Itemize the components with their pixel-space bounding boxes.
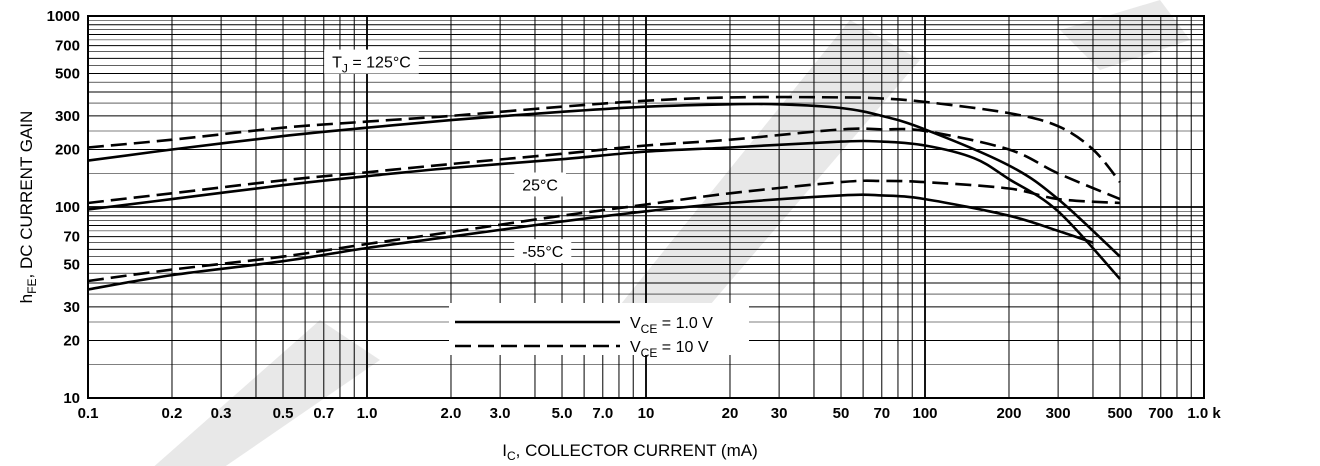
annotations: TJ = 125°C 25°C -55°C (324, 49, 572, 264)
y-tick-label: 300 (55, 108, 80, 125)
legend-label-solid: VCE = 1.0 V (630, 315, 713, 336)
x-tick-label: 1.0 k (1187, 405, 1221, 422)
annotation-tj125: TJ = 125°C (332, 55, 411, 76)
x-tick-label: 100 (912, 405, 937, 422)
x-tick-label: 0.7 (313, 405, 334, 422)
y-axis-title: hFE, DC CURRENT GAIN (17, 111, 39, 304)
y-tick-label: 30 (63, 299, 80, 316)
y-tick-label: 10 (63, 390, 80, 407)
series-line-4 (87, 193, 1094, 291)
x-tick-label: 3.0 (490, 405, 511, 422)
series-line-3 (87, 127, 1121, 205)
x-tick-label: 700 (1148, 405, 1173, 422)
x-tick-label: 200 (996, 405, 1021, 422)
y-tick-label: 20 (63, 333, 80, 350)
x-tick-label: 0.3 (211, 405, 232, 422)
series-line-2 (87, 139, 1121, 280)
x-tick-labels: 0.1 0.2 0.3 0.5 0.7 1.0 2.0 3.0 5.0 7.0 10 20 30 50 70… (78, 405, 1222, 422)
x-tick-label: 30 (771, 405, 788, 422)
x-tick-label: 7.0 (592, 405, 613, 422)
y-tick-label: 700 (55, 38, 80, 55)
annotation-t25: 25°C (522, 177, 558, 194)
y-tick-labels: 10 20 30 50 70 100 200 300 500 700 1000 (47, 8, 80, 407)
series-line-1 (87, 95, 1122, 183)
y-tick-label: 200 (55, 142, 80, 159)
x-tick-label: 50 (833, 405, 850, 422)
x-tick-label: 1.0 (357, 405, 378, 422)
y-tick-label: 100 (55, 199, 80, 216)
x-tick-label: 300 (1046, 405, 1071, 422)
legend: VCE = 1.0 V VCE = 10 V (449, 303, 749, 360)
x-tick-label: 5.0 (552, 405, 573, 422)
legend-label-dashed: VCE = 10 V (630, 339, 709, 360)
watermark-band-1 (154, 320, 380, 466)
series-line-0 (87, 102, 1121, 258)
annotation-bg (324, 49, 419, 74)
series-line-5 (87, 179, 1121, 283)
y-tick-label: 1000 (47, 8, 80, 25)
x-tick-label: 500 (1107, 405, 1132, 422)
grid (87, 15, 1205, 399)
series-group (87, 95, 1122, 291)
annotation-bg (514, 172, 566, 197)
x-tick-label: 0.1 (78, 405, 99, 422)
annotation-tm55: -55°C (522, 244, 563, 261)
y-tick-label: 70 (63, 229, 80, 246)
x-tick-label: 0.5 (273, 405, 294, 422)
x-tick-label: 2.0 (441, 405, 462, 422)
watermark-band-2 (600, 20, 920, 340)
y-tick-label: 500 (55, 65, 80, 82)
x-axis-title: IC, COLLECTOR CURRENT (mA) (502, 441, 758, 463)
y-tick-label: 50 (63, 256, 80, 273)
x-tick-label: 0.2 (162, 405, 183, 422)
x-tick-label: 20 (722, 405, 739, 422)
obsolete-watermark (154, 0, 1190, 466)
x-tick-label: 70 (873, 405, 890, 422)
x-tick-label: 10 (638, 405, 655, 422)
annotation-bg (514, 239, 572, 264)
